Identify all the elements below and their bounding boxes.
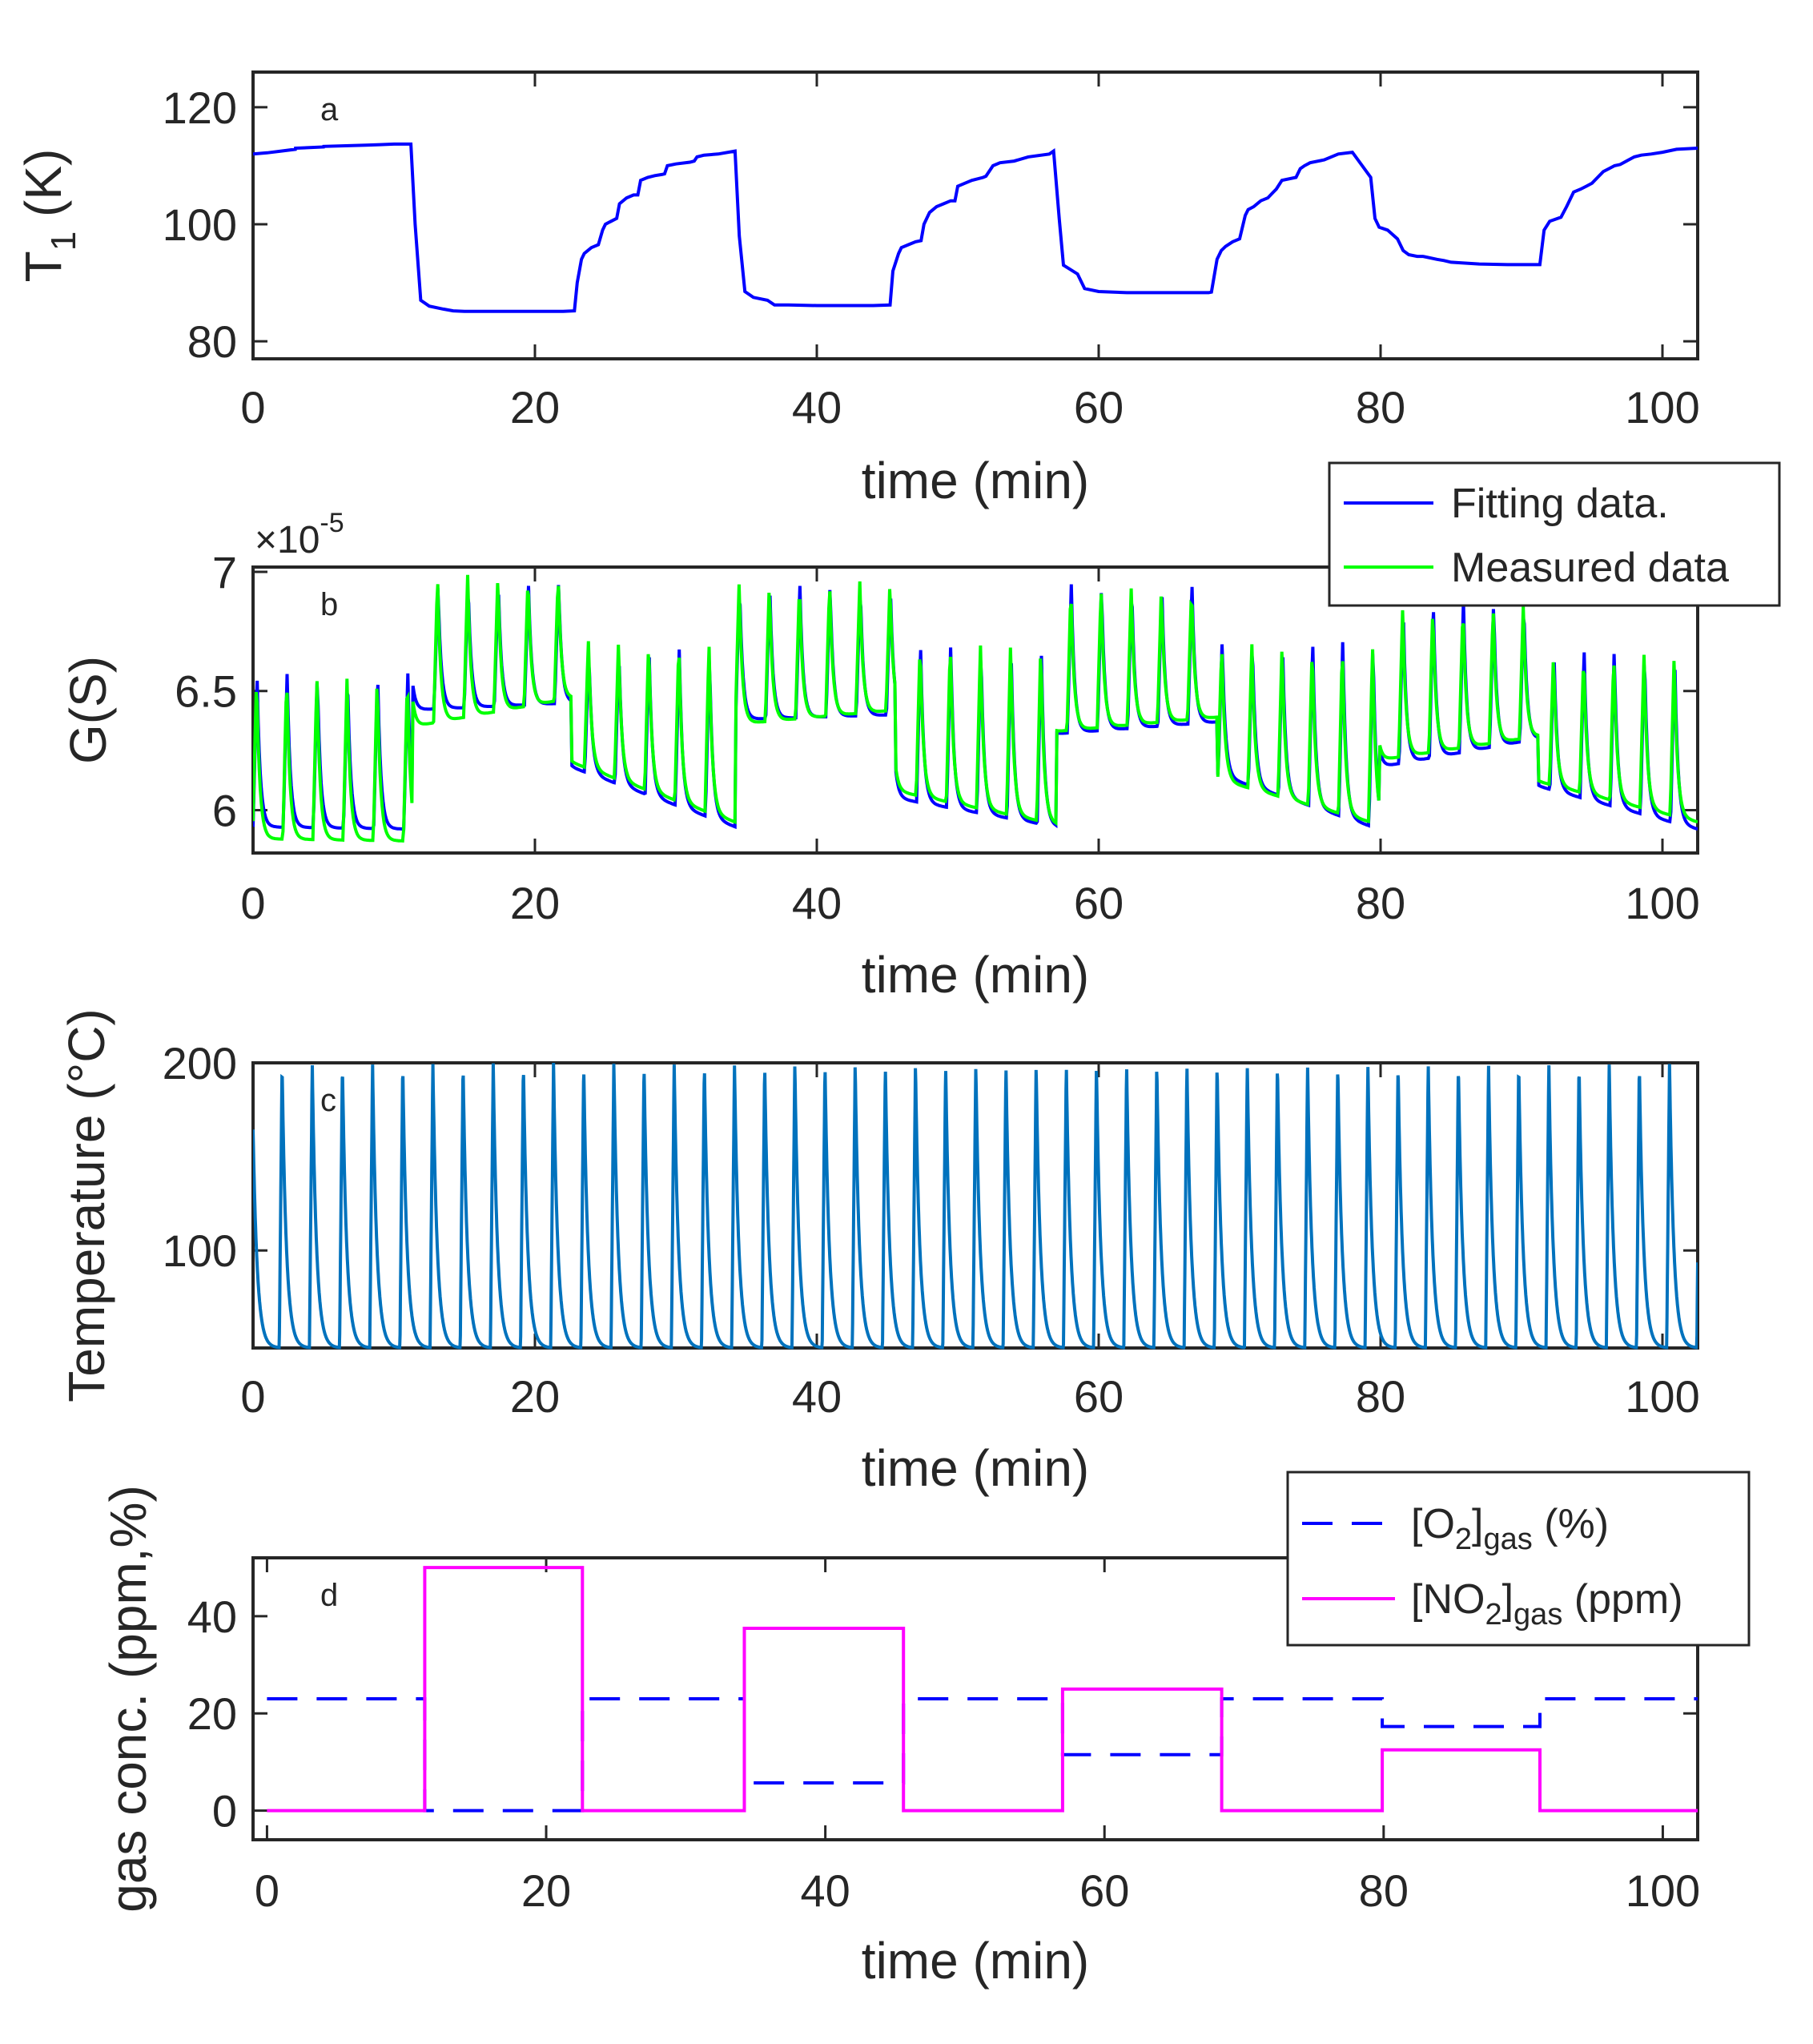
axes-frame xyxy=(251,1061,1699,1350)
series-line-t1 xyxy=(253,142,1698,313)
x-axis-title: time (min) xyxy=(862,1932,1089,1990)
x-tick-label: 0 xyxy=(240,382,265,433)
x-tick-label: 80 xyxy=(1356,382,1405,433)
legend-label-measured: Measured data xyxy=(1451,545,1729,591)
x-tick-label: 60 xyxy=(1079,1865,1129,1916)
x-tick-label: 60 xyxy=(1074,1371,1124,1422)
x-tick-label: 80 xyxy=(1359,1865,1409,1916)
y-axis-title: Temperature (°C) xyxy=(58,1008,115,1402)
axes-frame xyxy=(251,70,1699,360)
x-tick-label: 80 xyxy=(1356,1371,1405,1422)
y-tick-label: 6 xyxy=(212,785,237,835)
y-exponent-label: ×10-5 xyxy=(255,508,344,561)
x-axis-title: time (min) xyxy=(862,946,1089,1004)
panel-tag: d xyxy=(320,1578,338,1613)
legend-box xyxy=(1286,1471,1751,1647)
y-axis-title: gas conc. (ppm,%) xyxy=(99,1485,157,1913)
y-tick-label: 100 xyxy=(163,1225,237,1276)
x-tick-label: 0 xyxy=(240,878,265,928)
panel-a: 0 20 40 60 80 100 80 100 120 time (min) a T1 (K) xyxy=(14,70,1700,509)
y-tick-label: 6.5 xyxy=(175,666,237,717)
y-tick-label: 7 xyxy=(212,547,237,598)
x-tick-label: 100 xyxy=(1625,878,1699,928)
x-tick-label: 60 xyxy=(1074,382,1124,433)
x-tick-label: 100 xyxy=(1625,1371,1699,1422)
axes-frame xyxy=(251,565,1699,855)
x-tick-label: 20 xyxy=(521,1865,571,1916)
y-tick-label: 80 xyxy=(187,316,237,367)
x-tick-label: 40 xyxy=(792,382,842,433)
x-tick-label: 20 xyxy=(510,382,560,433)
x-tick-label: 60 xyxy=(1074,878,1124,928)
x-tick-label: 0 xyxy=(255,1865,279,1916)
y-tick-label: 40 xyxy=(187,1591,237,1642)
y-axis-title: T1 (K) xyxy=(14,149,83,283)
legend: Fitting data. Measured data xyxy=(1328,461,1781,607)
legend-label-fitting: Fitting data. xyxy=(1451,481,1669,527)
x-tick-label: 20 xyxy=(510,878,560,928)
y-tick-label: 0 xyxy=(212,1786,237,1837)
panel-tag: b xyxy=(320,587,338,622)
panel-tag: c xyxy=(320,1083,336,1118)
x-tick-label: 0 xyxy=(240,1371,265,1422)
legend-label-o2: [O2]gas (%) xyxy=(1411,1501,1609,1556)
panel-tag: a xyxy=(320,92,339,127)
panel-c: 0 20 40 60 80 100 100 200 time (min) c Temperature… xyxy=(58,1008,1700,1497)
y-tick-label: 200 xyxy=(163,1038,237,1088)
x-axis-title: time (min) xyxy=(862,1439,1089,1497)
x-tick-label: 100 xyxy=(1626,1865,1700,1916)
y-tick-label: 100 xyxy=(163,199,237,250)
series-line-measured xyxy=(253,574,1698,843)
y-tick-label: 120 xyxy=(163,82,237,133)
x-tick-label: 40 xyxy=(800,1865,850,1916)
y-tick-label: 20 xyxy=(187,1688,237,1739)
x-axis-title: time (min) xyxy=(862,452,1089,509)
legend-label-no2: [NO2]gas (ppm) xyxy=(1411,1576,1683,1632)
series-line-no2 xyxy=(267,1566,1698,1813)
legend: [O2]gas (%) [NO2]gas (ppm) xyxy=(1286,1471,1751,1647)
panel-b: 0 20 40 60 80 100 6 6.5 7 time (min) b G(S) ×10-5 Fit… xyxy=(59,461,1781,1004)
x-tick-label: 40 xyxy=(792,1371,842,1422)
series-line-temperature xyxy=(253,1062,1698,1350)
legend-box xyxy=(1328,461,1781,607)
x-tick-label: 80 xyxy=(1356,878,1405,928)
series-line-o2 xyxy=(267,1697,1698,1813)
x-tick-label: 100 xyxy=(1625,382,1699,433)
y-axis-title: G(S) xyxy=(59,656,117,764)
x-tick-label: 20 xyxy=(510,1371,560,1422)
x-tick-label: 40 xyxy=(792,878,842,928)
